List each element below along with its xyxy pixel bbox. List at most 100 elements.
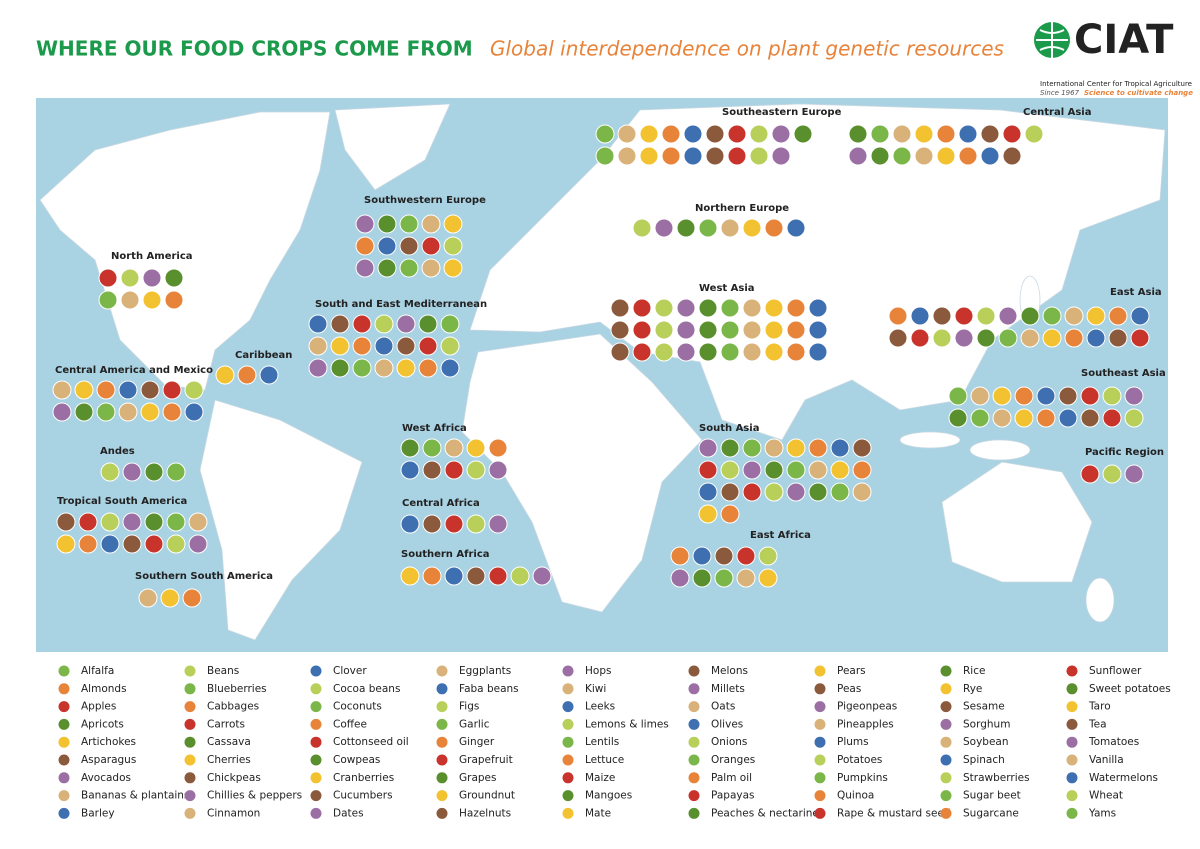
crop-icon [488,460,508,480]
crop-icon [595,146,615,166]
crop-icon [444,566,464,586]
legend-icon [310,807,322,819]
legend-label: Hazelnuts [459,807,511,819]
crop-icon [661,146,681,166]
legend-label: Soybean [963,736,1009,748]
crop-icon [808,460,828,480]
legend-icon [814,754,826,766]
legend-icon [58,665,70,677]
crop-icon [720,342,740,362]
legend-icon [814,736,826,748]
legend-label: Grapes [459,772,496,784]
crop-icon [162,380,182,400]
legend-label: Olives [711,718,743,730]
legend-icon [940,736,952,748]
regions: Southeastern Europe Central Asia Southwest… [52,107,1166,608]
crop-icon [1064,306,1084,326]
crop-icon [764,298,784,318]
legend-label: Pineapples [837,718,894,730]
region-label: Andes [100,446,135,457]
crop-icon [1086,328,1106,348]
crop-icon [786,460,806,480]
crop-icon [954,328,974,348]
legend-icon [1066,683,1078,695]
crop-icon [786,438,806,458]
logo-since: Since 1967 [1040,89,1080,97]
crop-icon [976,328,996,348]
crop-icon [617,146,637,166]
crop-icon [330,336,350,356]
crop-icon [308,336,328,356]
legend-icon [562,665,574,677]
crop-icon [661,124,681,144]
crop-icon [936,146,956,166]
crop-icon [400,566,420,586]
crop-icon [786,298,806,318]
legend-icon [940,701,952,713]
legend-label: Hops [585,665,611,677]
crop-icon [742,320,762,340]
crop-icon [764,460,784,480]
crop-icon [352,314,372,334]
crop-icon [1042,328,1062,348]
crop-icon [215,365,235,385]
crop-icon [396,358,416,378]
legend-icon [688,665,700,677]
legend-label: Potatoes [837,754,882,766]
crop-icon [166,534,186,554]
legend-icon [184,736,196,748]
crop-icon [355,258,375,278]
crop-icon [144,534,164,554]
crop-icon [421,236,441,256]
crop-icon [308,314,328,334]
legend-label: Tomatoes [1088,736,1139,748]
legend-icon [688,683,700,695]
legend-icon [940,718,952,730]
legend-icon [814,718,826,730]
crop-icon [892,146,912,166]
legend-label: Sugar beet [963,790,1021,802]
legend-icon [184,701,196,713]
legend-label: Pumpkins [837,772,888,784]
legend-icon [814,772,826,784]
crop-icon [1058,386,1078,406]
legend-icon [184,665,196,677]
crop-icon [184,380,204,400]
crop-icon [1124,386,1144,406]
legend-icon [1066,736,1078,748]
legend: Alfalfa Almonds Apples Apricots Artichokes As… [58,665,1171,819]
legend-label: Asparagus [81,754,136,766]
crop-icon [786,218,806,238]
crop-icon [74,402,94,422]
crop-icon [771,124,791,144]
legend-label: Blueberries [207,683,267,695]
legend-icon [940,683,952,695]
legend-label: Kiwi [585,683,606,695]
crop-icon [742,460,762,480]
crop-icon [764,482,784,502]
crop-icon [444,460,464,480]
crop-icon [683,124,703,144]
crop-icon [992,408,1012,428]
crop-icon [488,438,508,458]
crop-icon [932,306,952,326]
continents [39,103,1166,641]
crop-icon [948,386,968,406]
crop-icon [74,380,94,400]
crop-icon [1024,124,1044,144]
crop-icon [443,214,463,234]
crop-icon [140,380,160,400]
crop-icon [992,386,1012,406]
legend-icon [310,772,322,784]
legend-icon [562,754,574,766]
legend-icon [1066,807,1078,819]
crop-icon [1036,408,1056,428]
crop-icon [936,124,956,144]
crop-icon [142,268,162,288]
crop-icon [352,358,372,378]
crop-icon [848,124,868,144]
crop-icon [852,460,872,480]
legend-icon [562,736,574,748]
crop-icon [848,146,868,166]
crop-icon [808,482,828,502]
